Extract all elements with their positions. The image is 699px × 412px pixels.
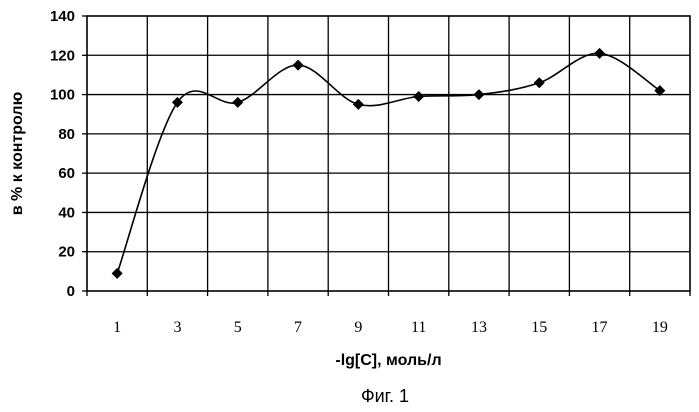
x-tick-label-7: 15 xyxy=(531,319,547,336)
y-tick-label-6: 120 xyxy=(50,47,75,64)
x-tick-label-3: 7 xyxy=(294,319,302,336)
y-tick-label-0: 0 xyxy=(67,283,75,300)
y-tick-label-2: 40 xyxy=(58,204,75,221)
y-axis-label: в % к контролю xyxy=(9,91,26,215)
data-point-6 xyxy=(473,89,484,100)
data-point-3 xyxy=(293,60,304,71)
data-point-7 xyxy=(534,77,545,88)
x-tick-label-0: 1 xyxy=(113,319,121,336)
figure-caption: Фиг. 1 xyxy=(361,386,409,406)
data-point-4 xyxy=(353,99,364,110)
x-tick-label-9: 19 xyxy=(652,319,668,336)
x-tick-label-6: 13 xyxy=(471,319,487,336)
x-tick-label-8: 17 xyxy=(592,319,608,336)
x-tick-label-5: 11 xyxy=(411,319,426,336)
x-tick-label-1: 3 xyxy=(173,319,181,336)
y-axis-ticks: 0 20 40 60 80 100 120 140 xyxy=(50,8,87,300)
x-axis-ticks: 135791113151719 xyxy=(87,291,690,336)
x-axis-label: -lg[C], моль/л xyxy=(335,352,441,369)
y-tick-label-3: 60 xyxy=(58,165,75,182)
y-tick-label-1: 20 xyxy=(58,244,75,261)
x-tick-label-4: 9 xyxy=(354,319,362,336)
y-tick-label-5: 100 xyxy=(50,87,75,104)
y-tick-label-7: 140 xyxy=(50,8,75,25)
y-tick-label-4: 80 xyxy=(58,126,75,143)
data-point-2 xyxy=(232,97,243,108)
data-point-0 xyxy=(112,268,123,279)
data-point-5 xyxy=(413,91,424,102)
data-point-8 xyxy=(594,48,605,59)
x-tick-label-2: 5 xyxy=(234,319,242,336)
